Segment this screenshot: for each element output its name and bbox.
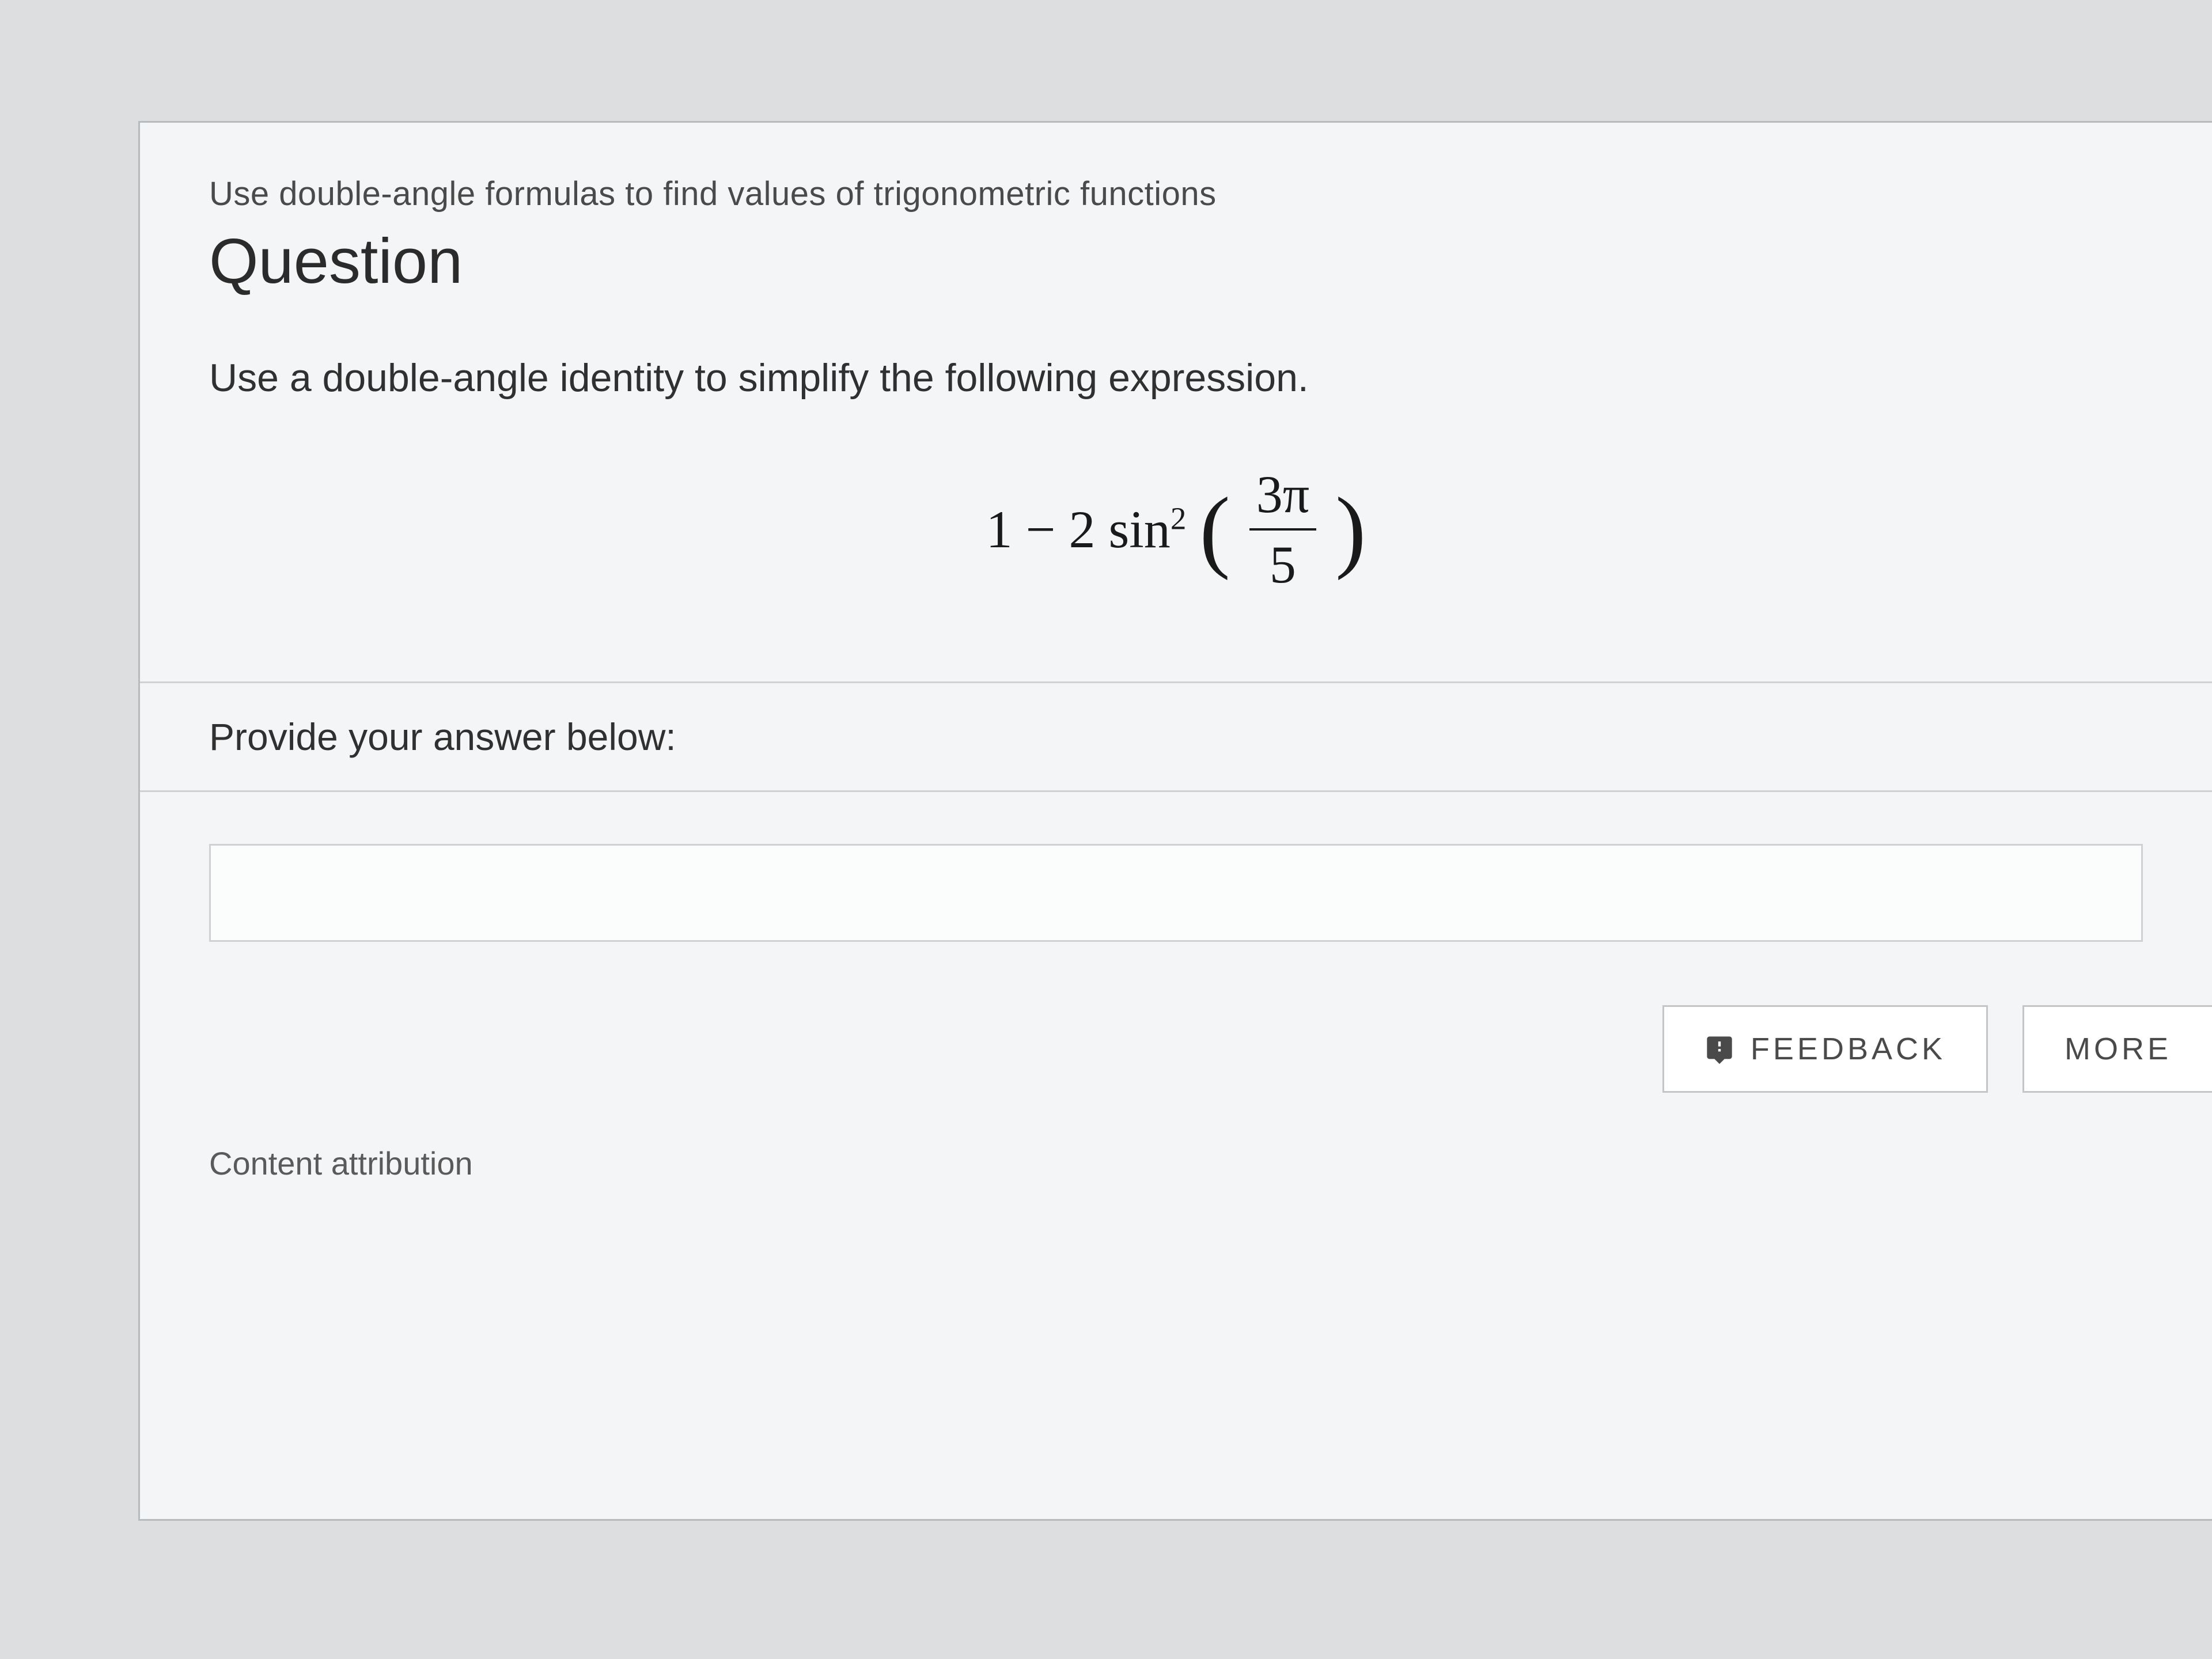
fraction-denominator: 5 xyxy=(1249,531,1316,595)
more-button[interactable]: MORE xyxy=(2022,1005,2212,1093)
question-body: Use double-angle formulas to find values… xyxy=(140,123,2212,601)
answer-input[interactable] xyxy=(209,844,2143,942)
feedback-button[interactable]: FEEDBACK xyxy=(1662,1005,1988,1093)
topic-line: Use double-angle formulas to find values… xyxy=(209,175,2143,213)
answer-input-row xyxy=(140,790,2212,1005)
more-button-label: MORE xyxy=(2065,1031,2172,1067)
question-heading: Question xyxy=(209,225,2143,298)
content-attribution[interactable]: Content attribution xyxy=(140,1133,2212,1182)
math-expression: 1 − 2 sin2 ( 3π 5 ) xyxy=(209,469,2143,601)
feedback-button-label: FEEDBACK xyxy=(1751,1031,1946,1067)
feedback-icon xyxy=(1705,1034,1734,1064)
answer-section: Provide your answer below: FEEDBACK MORE xyxy=(140,681,2212,1133)
expr-prefix: 1 − 2 sin xyxy=(986,500,1171,559)
button-row: FEEDBACK MORE xyxy=(140,1005,2212,1133)
left-paren: ( xyxy=(1199,476,1230,583)
question-prompt: Use a double-angle identity to simplify … xyxy=(209,355,2143,400)
expr-exponent: 2 xyxy=(1171,501,1187,536)
expr-fraction: 3π 5 xyxy=(1249,464,1316,595)
answer-label: Provide your answer below: xyxy=(140,683,2212,790)
fraction-numerator: 3π xyxy=(1249,464,1316,531)
question-panel: Use double-angle formulas to find values… xyxy=(138,121,2212,1521)
right-paren: ) xyxy=(1335,476,1366,583)
